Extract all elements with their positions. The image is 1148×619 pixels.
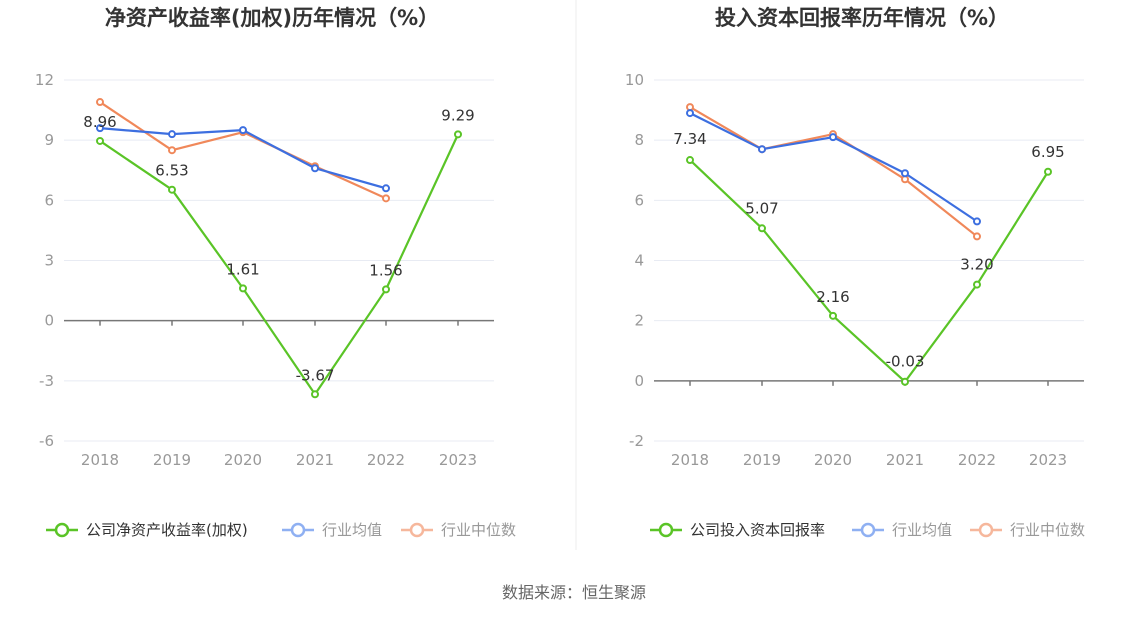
series-line-median bbox=[689, 106, 978, 238]
legend-label: 行业中位数 bbox=[441, 521, 516, 539]
y-tick-label: 6 bbox=[44, 191, 54, 209]
y-tick-label: 3 bbox=[44, 252, 54, 270]
data-label: 2.16 bbox=[816, 288, 849, 306]
legend-item-median: 行业中位数 bbox=[401, 521, 516, 539]
data-point-company bbox=[239, 284, 247, 293]
y-tick-label: 0 bbox=[634, 372, 644, 390]
data-point-company bbox=[96, 136, 104, 145]
data-point-avg bbox=[758, 145, 766, 154]
legend-marker bbox=[54, 522, 70, 538]
data-point-avg bbox=[382, 184, 390, 193]
data-point-company bbox=[829, 311, 837, 320]
data-point-company bbox=[311, 390, 319, 399]
chart-1: 净资产收益率(加权)历年情况（%） 12 9 6 3 0 -3 -6 2018 2019 2020 2… bbox=[35, 6, 516, 539]
x-tick-label: 2018 bbox=[81, 451, 119, 469]
series-line-company bbox=[689, 159, 1049, 383]
data-label: 1.56 bbox=[369, 261, 402, 279]
x-tick-label: 2020 bbox=[814, 451, 852, 469]
data-point-median bbox=[382, 194, 390, 203]
data-label: 5.07 bbox=[745, 199, 778, 217]
series-line-avg bbox=[689, 112, 978, 223]
legend-label: 公司投入资本回报率 bbox=[690, 521, 825, 539]
y-tick-label: -6 bbox=[39, 432, 54, 450]
legend-marker bbox=[290, 522, 306, 538]
chart-2: 投入资本回报率历年情况（%） 10 8 6 4 2 0 -2 2018 2019 2020 2021 2… bbox=[625, 6, 1085, 539]
x-tick-label: 2022 bbox=[367, 451, 405, 469]
x-tick-label: 2021 bbox=[886, 451, 924, 469]
y-tick-label: 4 bbox=[634, 252, 644, 270]
data-point-avg bbox=[829, 133, 837, 142]
data-label: 1.61 bbox=[226, 260, 259, 278]
data-point-avg bbox=[311, 164, 319, 173]
data-point-avg bbox=[973, 217, 981, 226]
data-label: 6.53 bbox=[155, 162, 188, 180]
x-tick-label: 2019 bbox=[153, 451, 191, 469]
data-point-median bbox=[168, 146, 176, 155]
y-tick-label: -3 bbox=[39, 372, 54, 390]
series-line-company bbox=[99, 133, 459, 396]
x-tick-label: 2022 bbox=[958, 451, 996, 469]
legend-item-avg: 行业均值 bbox=[282, 521, 382, 539]
legend-marker bbox=[658, 522, 674, 538]
data-label: 3.20 bbox=[960, 256, 993, 274]
data-point-company bbox=[686, 156, 694, 165]
data-label: -0.03 bbox=[886, 353, 925, 371]
x-tick-label: 2023 bbox=[439, 451, 477, 469]
data-label: 6.95 bbox=[1031, 143, 1064, 161]
data-source-note: 数据来源：恒生聚源 bbox=[501, 583, 646, 602]
data-point-avg bbox=[168, 130, 176, 139]
data-label: 7.34 bbox=[673, 130, 706, 148]
legend-item-avg: 行业均值 bbox=[852, 521, 952, 539]
x-tick-label: 2020 bbox=[224, 451, 262, 469]
legend-label: 行业均值 bbox=[322, 521, 382, 539]
chart-title: 净资产收益率(加权)历年情况（%） bbox=[105, 6, 439, 30]
y-tick-label: 12 bbox=[35, 71, 54, 89]
legend-marker bbox=[978, 522, 994, 538]
data-point-avg bbox=[686, 109, 694, 118]
data-point-company bbox=[168, 185, 176, 194]
y-tick-label: 6 bbox=[634, 191, 644, 209]
data-point-avg bbox=[239, 126, 247, 135]
data-point-company bbox=[454, 130, 462, 139]
legend-label: 行业均值 bbox=[892, 521, 952, 539]
legend-marker bbox=[409, 522, 425, 538]
x-tick-label: 2023 bbox=[1029, 451, 1067, 469]
legend-item-company: 公司净资产收益率(加权) bbox=[46, 521, 248, 539]
legend-label: 公司净资产收益率(加权) bbox=[86, 521, 248, 539]
data-point-company bbox=[1044, 167, 1052, 176]
chart-title: 投入资本回报率历年情况（%） bbox=[715, 6, 1009, 30]
data-point-company bbox=[758, 224, 766, 233]
y-tick-label: 10 bbox=[625, 71, 644, 89]
x-tick-label: 2021 bbox=[296, 451, 334, 469]
data-label: -3.67 bbox=[296, 366, 335, 384]
data-point-company bbox=[382, 285, 390, 294]
legend-label: 行业中位数 bbox=[1010, 521, 1085, 539]
y-tick-label: 2 bbox=[634, 312, 644, 330]
y-tick-label: 0 bbox=[44, 312, 54, 330]
y-tick-label: 9 bbox=[44, 131, 54, 149]
series-line-median bbox=[99, 101, 387, 200]
x-tick-label: 2019 bbox=[743, 451, 781, 469]
legend-item-median: 行业中位数 bbox=[970, 521, 1085, 539]
data-point-avg bbox=[96, 124, 104, 133]
y-tick-label: 8 bbox=[634, 131, 644, 149]
legend-item-company: 公司投入资本回报率 bbox=[650, 521, 825, 539]
data-point-median bbox=[973, 232, 981, 241]
data-point-avg bbox=[901, 169, 909, 178]
data-label: 8.96 bbox=[83, 113, 116, 131]
data-point-median bbox=[96, 98, 104, 107]
data-point-company bbox=[973, 280, 981, 289]
legend-marker bbox=[860, 522, 876, 538]
x-tick-label: 2018 bbox=[671, 451, 709, 469]
data-label: 9.29 bbox=[441, 106, 474, 124]
data-point-company bbox=[901, 377, 909, 386]
y-tick-label: -2 bbox=[629, 432, 644, 450]
